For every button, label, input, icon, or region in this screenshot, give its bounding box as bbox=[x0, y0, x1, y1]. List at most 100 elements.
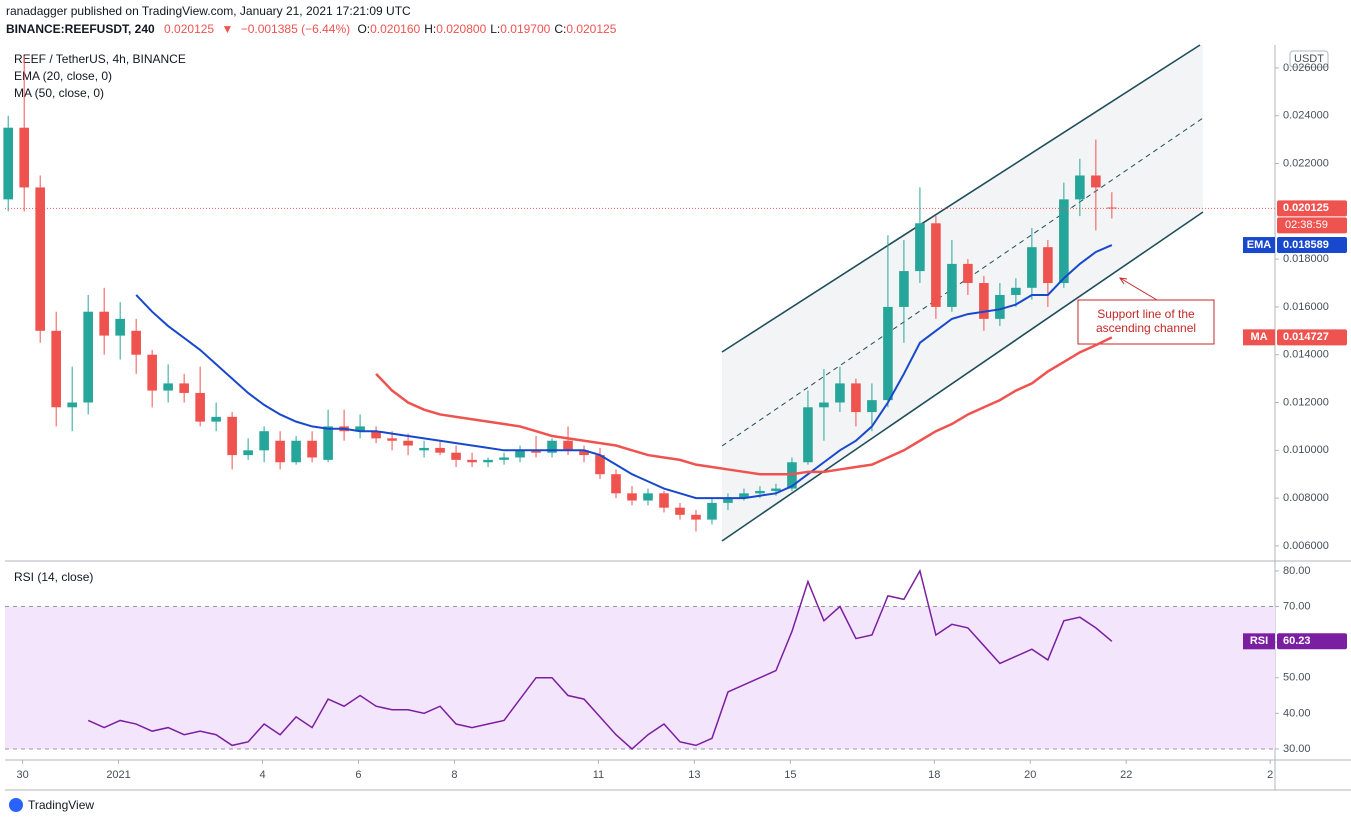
y-tick-label: 0.018000 bbox=[1283, 253, 1329, 265]
y-tick-label: 40.00 bbox=[1283, 707, 1311, 719]
x-tick-label: 4 bbox=[259, 769, 265, 781]
candle-body bbox=[131, 330, 141, 355]
candle-body bbox=[323, 426, 333, 460]
candle-body bbox=[419, 447, 429, 451]
candle-body bbox=[931, 223, 941, 307]
channel-mid bbox=[721, 117, 1204, 447]
candle-body bbox=[307, 440, 317, 458]
symbol-line: BINANCE:REEFUSDT, 240 0.020125 ▼ −0.0013… bbox=[6, 22, 617, 36]
rsi-line bbox=[87, 568, 1113, 750]
price-badge-text: 0.020125 bbox=[1283, 202, 1329, 214]
badge-label-box bbox=[1243, 329, 1275, 346]
candle-body bbox=[387, 438, 397, 441]
channel-lower bbox=[721, 211, 1204, 542]
y-tick-label: 0.012000 bbox=[1283, 396, 1329, 408]
rsi-title: RSI (14, close) bbox=[14, 570, 93, 584]
y-tick-label: 80.00 bbox=[1283, 565, 1311, 577]
ohlc-value: 0.020160 bbox=[370, 22, 420, 36]
y-tick-label: 0.016000 bbox=[1283, 301, 1329, 313]
y-tick-label: 0.022000 bbox=[1283, 157, 1329, 169]
change: −0.001385 (−6.44%) bbox=[241, 22, 350, 36]
price-badge bbox=[1277, 633, 1347, 650]
candle-body bbox=[1091, 175, 1101, 188]
legend-ma: MA (50, close, 0) bbox=[14, 86, 104, 100]
candle-body bbox=[755, 490, 765, 494]
candle-body bbox=[147, 354, 157, 391]
x-tick-label: 15 bbox=[784, 769, 796, 781]
candle-body bbox=[739, 493, 749, 499]
candle-body bbox=[83, 311, 93, 403]
candle-body bbox=[947, 263, 957, 307]
ohlc-value: 0.020125 bbox=[566, 22, 616, 36]
candle-body bbox=[803, 407, 813, 463]
candle-body bbox=[371, 431, 381, 439]
annotation-arrowhead bbox=[1118, 277, 1128, 285]
candle-body bbox=[643, 493, 653, 501]
badge-label: EMA bbox=[1247, 239, 1272, 251]
x-tick-label: 30 bbox=[16, 769, 28, 781]
candle-body bbox=[259, 431, 269, 451]
y-tick-label: 0.008000 bbox=[1283, 492, 1329, 504]
candle-body bbox=[1075, 175, 1085, 200]
rsi-band bbox=[5, 606, 1275, 749]
symbol: BINANCE:REEFUSDT, 240 bbox=[6, 22, 155, 36]
candle-body bbox=[627, 493, 637, 501]
x-tick-label: 8 bbox=[451, 769, 457, 781]
ohlc-label: O: bbox=[357, 22, 370, 36]
candle-body bbox=[771, 488, 781, 491]
x-tick-label: 2 bbox=[1267, 769, 1273, 781]
candle-body bbox=[19, 127, 29, 188]
timer: 02:38:59 bbox=[1285, 219, 1328, 231]
candle-body bbox=[451, 452, 461, 460]
candle-body bbox=[355, 426, 365, 432]
candle-body bbox=[1059, 199, 1069, 284]
candle-body bbox=[675, 507, 685, 515]
ohlc-label: L: bbox=[490, 22, 500, 36]
arrow: ▼ bbox=[221, 22, 233, 36]
candle-body bbox=[531, 450, 541, 453]
candle-body bbox=[435, 447, 445, 453]
candle-body bbox=[403, 440, 413, 446]
x-tick-label: 6 bbox=[355, 769, 361, 781]
brand: TradingView bbox=[9, 798, 94, 812]
candle-body bbox=[211, 416, 221, 422]
candle-body bbox=[835, 383, 845, 403]
publisher: ranadagger published on TradingView.com,… bbox=[6, 4, 411, 18]
candle-body bbox=[1107, 207, 1117, 209]
x-tick-label: 2021 bbox=[106, 769, 130, 781]
candle-body bbox=[467, 459, 477, 463]
candle-body bbox=[67, 402, 77, 408]
y-tick-label: 0.024000 bbox=[1283, 110, 1329, 122]
timer-badge bbox=[1277, 217, 1347, 234]
candle-body bbox=[547, 440, 557, 453]
y-tick-label: 0.010000 bbox=[1283, 444, 1329, 456]
candle-body bbox=[883, 306, 893, 401]
y-tick-label: 0.014000 bbox=[1283, 349, 1329, 361]
ohlc-value: 0.020800 bbox=[436, 22, 486, 36]
candle-body bbox=[851, 383, 861, 413]
x-tick-label: 22 bbox=[1120, 769, 1132, 781]
candle-body bbox=[115, 318, 125, 336]
x-tick-label: 11 bbox=[593, 769, 604, 781]
candle-body bbox=[979, 283, 989, 319]
ohlc-label: C: bbox=[554, 22, 566, 36]
brand-text: TradingView bbox=[28, 798, 94, 812]
currency: USDT bbox=[1294, 53, 1324, 65]
candle-body bbox=[595, 455, 605, 475]
ohlc-value: 0.019700 bbox=[500, 22, 550, 36]
candle-body bbox=[1011, 287, 1021, 295]
candle-body bbox=[659, 493, 669, 508]
candle-body bbox=[1043, 247, 1053, 284]
indicator-line bbox=[375, 336, 1113, 476]
annotation-line: ascending channel bbox=[1096, 321, 1196, 335]
y-tick-label: 0.026000 bbox=[1283, 62, 1329, 74]
channel-upper bbox=[721, 44, 1201, 353]
price-badge-text: 60.23 bbox=[1283, 635, 1311, 647]
indicator-line bbox=[135, 244, 1113, 500]
candle-body bbox=[515, 450, 525, 458]
ohlc-label: H: bbox=[424, 22, 436, 36]
badge-label-box bbox=[1243, 633, 1275, 650]
candle-body bbox=[99, 311, 109, 336]
legend-ema: EMA (20, close, 0) bbox=[14, 69, 112, 83]
